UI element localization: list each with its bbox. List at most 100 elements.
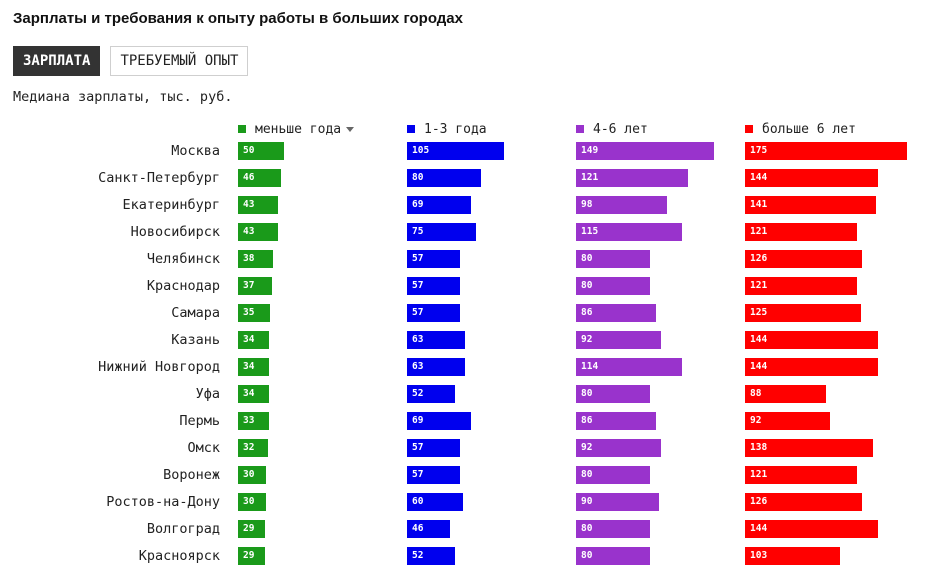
bar-value-label: 138 xyxy=(750,442,768,453)
bar-больше-6-лет: 125 xyxy=(745,304,861,322)
bar-1-3-года: 105 xyxy=(407,142,504,160)
bar-value-label: 92 xyxy=(750,415,762,426)
bar-4-6-лет: 115 xyxy=(576,223,682,241)
bar-value-label: 33 xyxy=(243,415,255,426)
bar-1-3-года: 57 xyxy=(407,466,460,484)
bar-value-label: 80 xyxy=(581,469,593,480)
city-label: Казань xyxy=(171,332,220,348)
bar-value-label: 57 xyxy=(412,280,424,291)
legend-label: меньше года xyxy=(255,121,342,137)
city-label: Ростов-на-Дону xyxy=(106,494,220,510)
bar-value-label: 126 xyxy=(750,253,768,264)
bar-больше-6-лет: 121 xyxy=(745,223,857,241)
legend-item-4[interactable]: больше 6 лет xyxy=(745,121,856,137)
city-label: Новосибирск xyxy=(130,224,220,240)
bar-value-label: 60 xyxy=(412,496,424,507)
bar-больше-6-лет: 141 xyxy=(745,196,876,214)
bar-меньше-года: 35 xyxy=(238,304,270,322)
bar-больше-6-лет: 121 xyxy=(745,466,857,484)
tab-experience[interactable]: ТРЕБУЕМЫЙ ОПЫТ xyxy=(110,46,249,76)
bar-4-6-лет: 98 xyxy=(576,196,667,214)
legend-item-1[interactable]: меньше года xyxy=(238,121,355,137)
bar-value-label: 86 xyxy=(581,307,593,318)
bar-4-6-лет: 92 xyxy=(576,439,661,457)
bar-4-6-лет: 92 xyxy=(576,331,661,349)
bar-4-6-лет: 80 xyxy=(576,520,650,538)
city-label: Уфа xyxy=(195,386,220,402)
bar-value-label: 80 xyxy=(581,523,593,534)
bar-value-label: 121 xyxy=(750,469,768,480)
legend-item-2[interactable]: 1-3 года xyxy=(407,121,487,137)
bar-value-label: 38 xyxy=(243,253,255,264)
bar-value-label: 144 xyxy=(750,334,768,345)
bar-value-label: 121 xyxy=(750,226,768,237)
chart-title: Зарплаты и требования к опыту работы в б… xyxy=(13,10,463,27)
bar-4-6-лет: 80 xyxy=(576,466,650,484)
legend-swatch xyxy=(407,125,415,133)
bar-value-label: 115 xyxy=(581,226,599,237)
bar-1-3-года: 57 xyxy=(407,277,460,295)
city-label: Нижний Новгород xyxy=(98,359,220,375)
bar-value-label: 34 xyxy=(243,334,255,345)
bar-меньше-года: 46 xyxy=(238,169,281,187)
city-label: Краснодар xyxy=(146,278,220,294)
bar-value-label: 75 xyxy=(412,226,424,237)
bar-меньше-года: 50 xyxy=(238,142,284,160)
bar-меньше-года: 43 xyxy=(238,196,278,214)
bar-больше-6-лет: 88 xyxy=(745,385,826,403)
bar-value-label: 46 xyxy=(243,172,255,183)
bar-value-label: 126 xyxy=(750,496,768,507)
city-label: Воронеж xyxy=(163,467,220,483)
bar-value-label: 105 xyxy=(412,145,430,156)
bar-value-label: 149 xyxy=(581,145,599,156)
bar-value-label: 30 xyxy=(243,469,255,480)
city-label: Самара xyxy=(171,305,220,321)
bar-value-label: 35 xyxy=(243,307,255,318)
city-label: Екатеринбург xyxy=(122,197,220,213)
bar-value-label: 92 xyxy=(581,334,593,345)
bar-1-3-года: 57 xyxy=(407,304,460,322)
bar-больше-6-лет: 144 xyxy=(745,358,878,376)
bar-больше-6-лет: 92 xyxy=(745,412,830,430)
city-label: Санкт-Петербург xyxy=(98,170,220,186)
bar-меньше-года: 34 xyxy=(238,358,269,376)
bar-value-label: 29 xyxy=(243,550,255,561)
bar-value-label: 43 xyxy=(243,199,255,210)
legend-item-3[interactable]: 4-6 лет xyxy=(576,121,648,137)
bar-value-label: 144 xyxy=(750,172,768,183)
bar-больше-6-лет: 138 xyxy=(745,439,873,457)
bar-value-label: 80 xyxy=(581,388,593,399)
bar-value-label: 98 xyxy=(581,199,593,210)
bar-value-label: 34 xyxy=(243,361,255,372)
bar-1-3-года: 75 xyxy=(407,223,476,241)
bar-1-3-года: 69 xyxy=(407,196,471,214)
bar-1-3-года: 57 xyxy=(407,439,460,457)
city-label: Омск xyxy=(187,440,220,456)
bar-value-label: 46 xyxy=(412,523,424,534)
bar-value-label: 52 xyxy=(412,550,424,561)
bar-value-label: 144 xyxy=(750,523,768,534)
tab-salary[interactable]: ЗАРПЛАТА xyxy=(13,46,101,76)
bar-больше-6-лет: 144 xyxy=(745,520,878,538)
bar-меньше-года: 38 xyxy=(238,250,273,268)
city-label: Челябинск xyxy=(146,251,220,267)
sort-down-icon[interactable] xyxy=(346,126,355,132)
bar-value-label: 92 xyxy=(581,442,593,453)
bar-больше-6-лет: 121 xyxy=(745,277,857,295)
chart-subtitle: Медиана зарплаты, тыс. руб. xyxy=(13,89,233,105)
bar-1-3-года: 63 xyxy=(407,358,465,376)
bar-value-label: 57 xyxy=(412,442,424,453)
bar-value-label: 80 xyxy=(581,253,593,264)
tab-bar: ЗАРПЛАТА ТРЕБУЕМЫЙ ОПЫТ xyxy=(13,46,249,76)
bar-больше-6-лет: 144 xyxy=(745,331,878,349)
bar-value-label: 125 xyxy=(750,307,768,318)
bar-value-label: 57 xyxy=(412,253,424,264)
bar-value-label: 29 xyxy=(243,523,255,534)
bar-value-label: 80 xyxy=(581,550,593,561)
bar-value-label: 57 xyxy=(412,307,424,318)
bar-1-3-года: 63 xyxy=(407,331,465,349)
bar-1-3-года: 52 xyxy=(407,385,455,403)
bar-меньше-года: 30 xyxy=(238,466,266,484)
bar-value-label: 114 xyxy=(581,361,599,372)
bar-value-label: 63 xyxy=(412,334,424,345)
